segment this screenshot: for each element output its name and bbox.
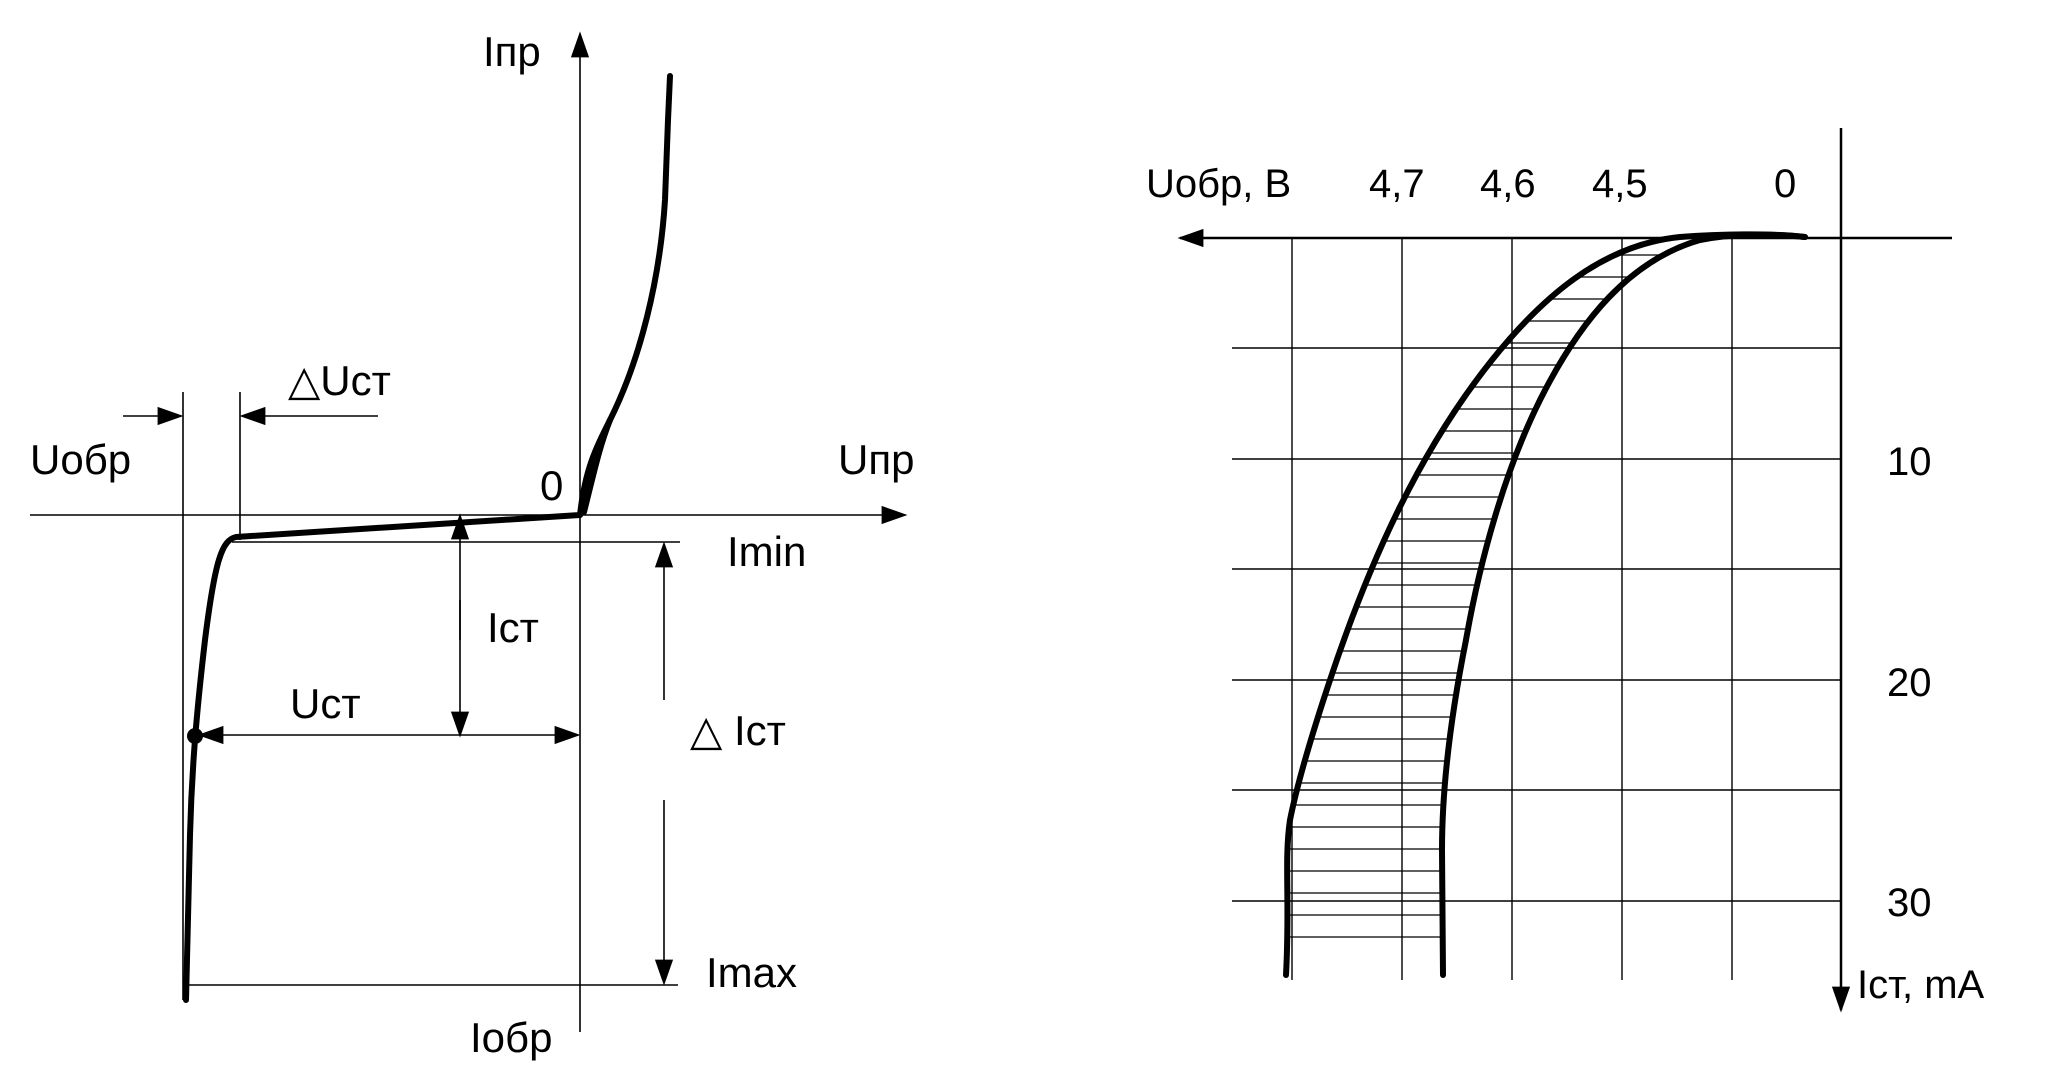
y-tick-10: 10 bbox=[1887, 440, 1932, 484]
y-tick-30: 30 bbox=[1887, 881, 1932, 925]
label-u-st: Uст bbox=[290, 680, 361, 727]
x-tick-4-6: 4,6 bbox=[1480, 162, 1536, 206]
label-delta-u-st: △Uст bbox=[288, 357, 391, 404]
zener-tolerance-chart: Uобр, В 4,7 4,6 4,5 0 10 20 30 Iст, mA bbox=[1146, 128, 1985, 1013]
label-u-reverse: Uобр bbox=[30, 436, 131, 483]
label-i-max: Imax bbox=[706, 949, 797, 996]
iv-curve bbox=[183, 73, 673, 1003]
working-point bbox=[187, 728, 203, 744]
tolerance-curve-outer bbox=[1283, 231, 1808, 978]
label-i-min: Imin bbox=[727, 528, 806, 575]
x-tick-4-7: 4,7 bbox=[1369, 162, 1425, 206]
tolerance-curve-inner bbox=[1439, 231, 1808, 978]
y-axis-label: Iст, mA bbox=[1857, 963, 1985, 1007]
label-i-st: Iст bbox=[487, 604, 539, 651]
x-tick-0: 0 bbox=[1774, 162, 1796, 206]
label-i-forward: Iпр bbox=[483, 28, 541, 75]
label-u-forward: Uпр bbox=[838, 436, 914, 483]
zener-iv-diagram: Iпр Uпр Uобр Iобр 0 △Uст Imin Iст Uст △ … bbox=[30, 28, 914, 1061]
iv-curve-origin-link bbox=[581, 417, 613, 515]
x-axis-label: Uобр, В bbox=[1146, 162, 1291, 206]
label-origin: 0 bbox=[540, 462, 563, 509]
tolerance-band-hatching bbox=[1287, 254, 1663, 938]
label-delta-i-st: △ Iст bbox=[690, 707, 786, 754]
label-i-reverse: Iобр bbox=[470, 1014, 552, 1061]
y-tick-20: 20 bbox=[1887, 661, 1932, 705]
x-tick-4-5: 4,5 bbox=[1592, 162, 1648, 206]
